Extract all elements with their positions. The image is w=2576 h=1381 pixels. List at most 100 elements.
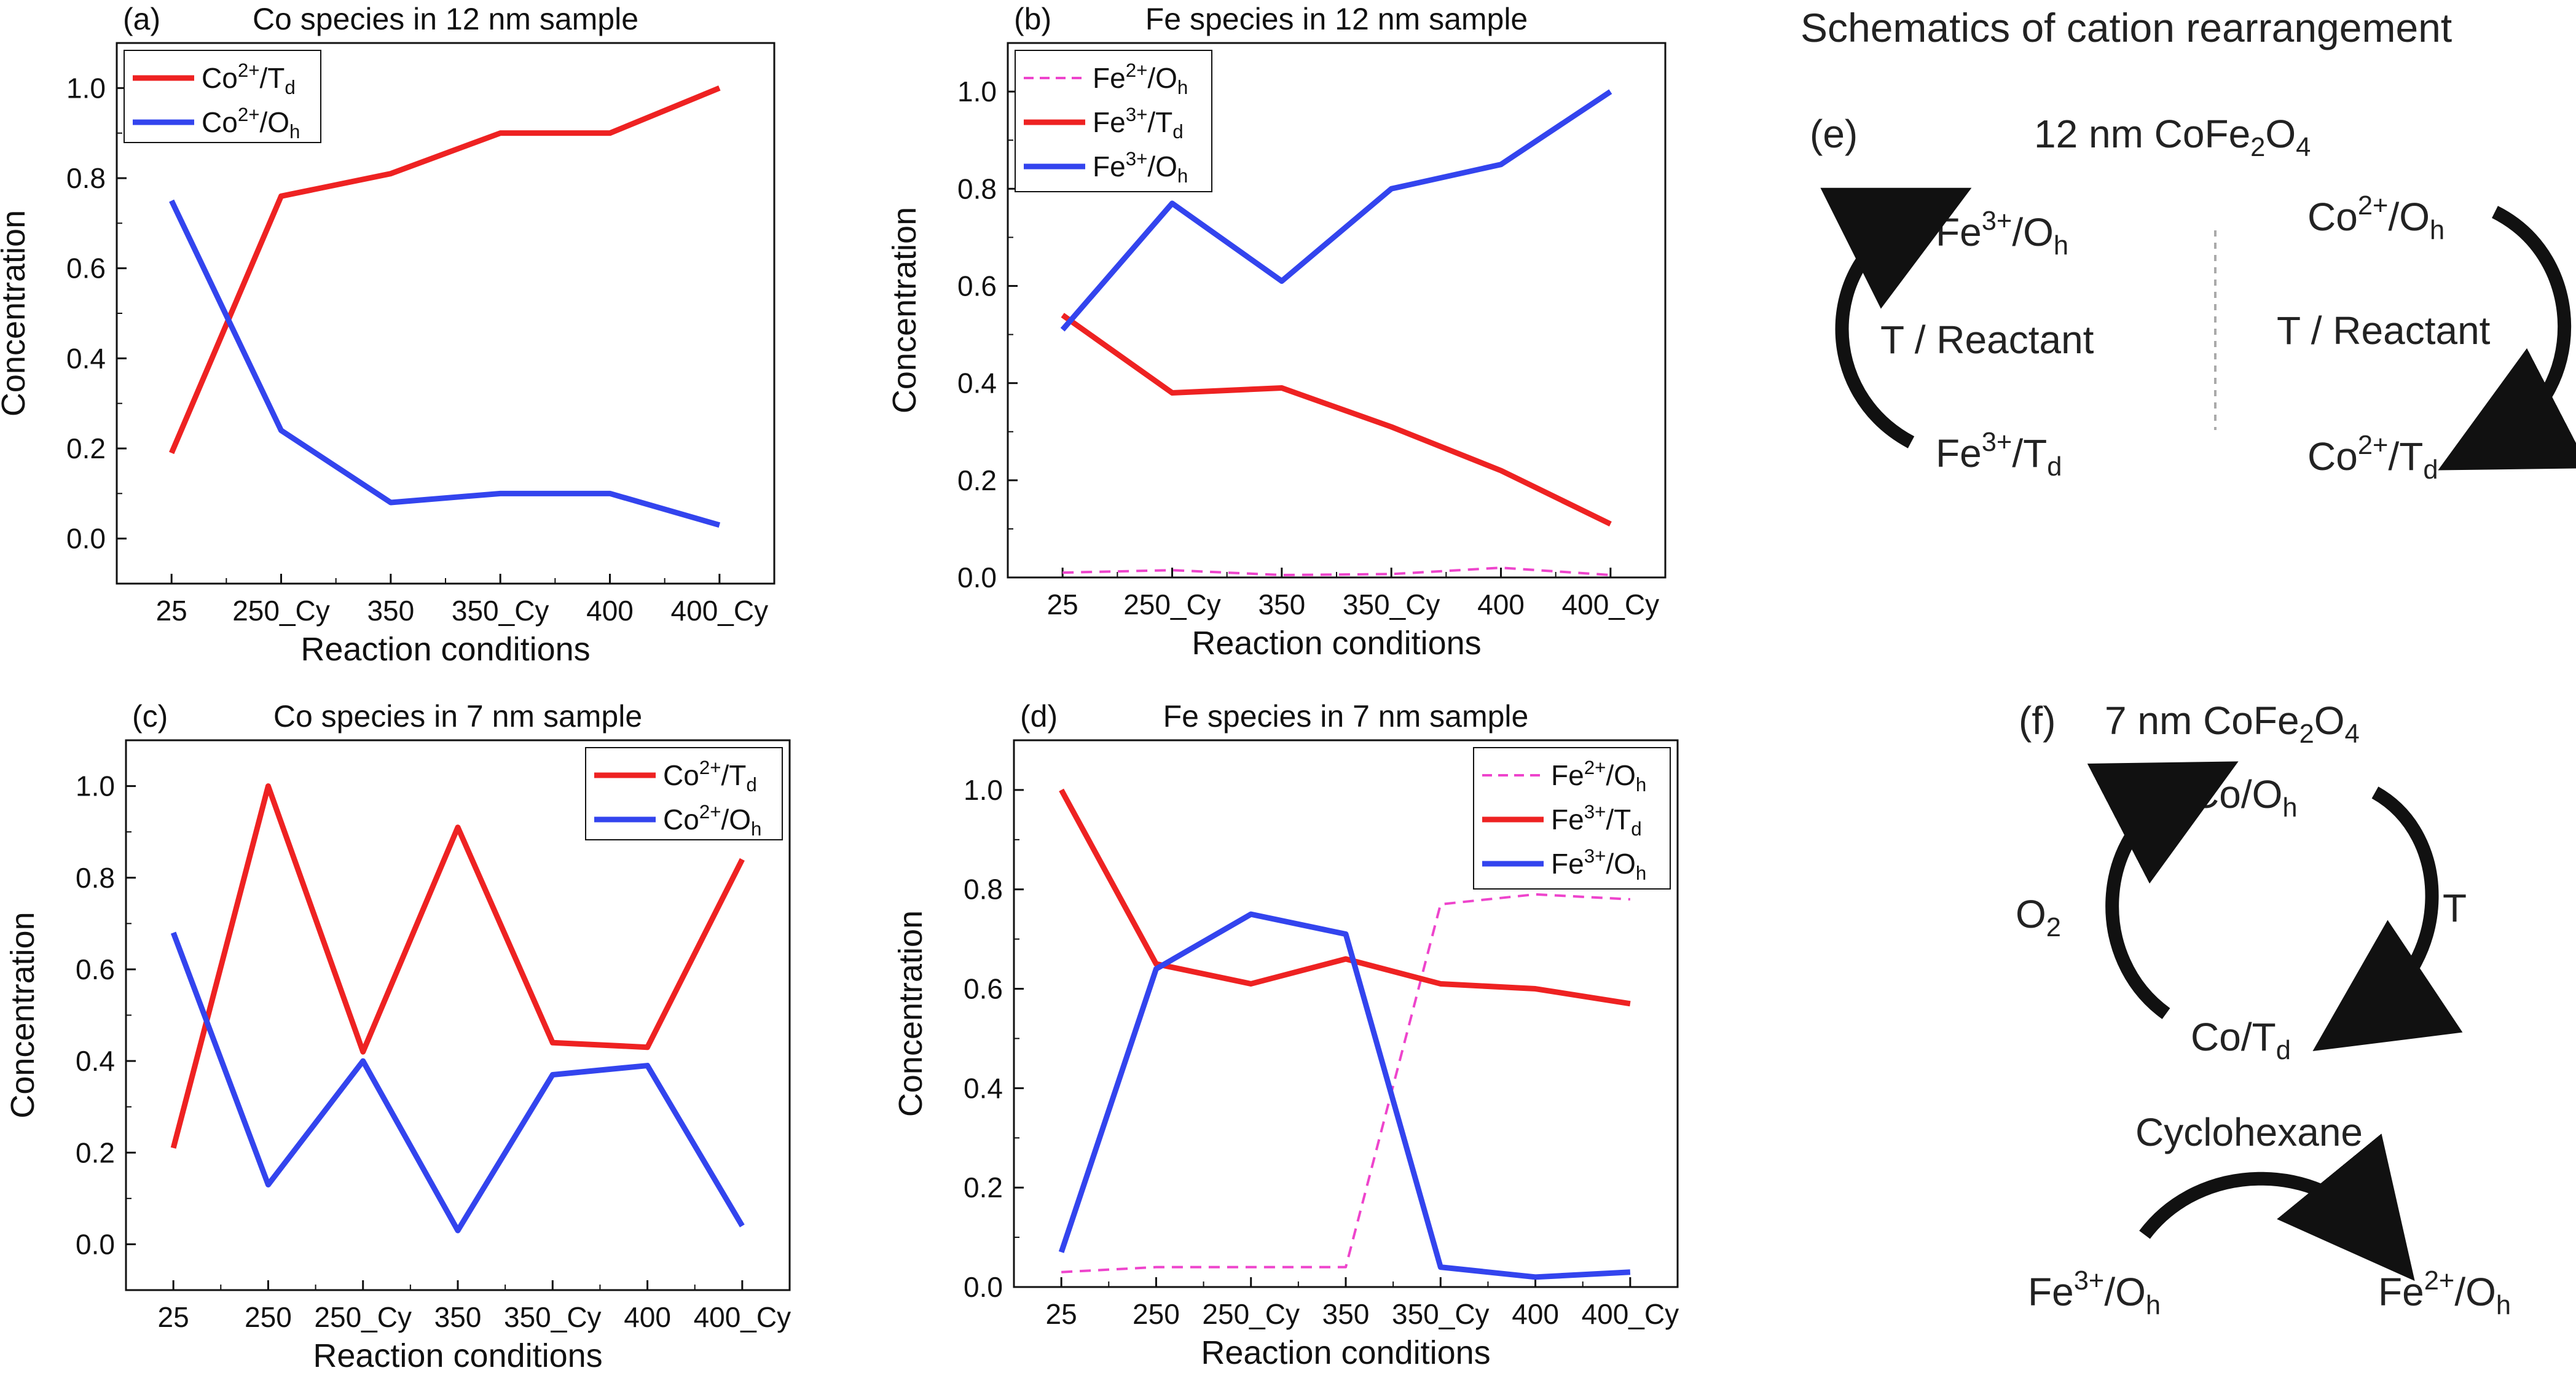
series-line-Co2Oh [169, 199, 721, 528]
x-tick-label: 25 [1047, 589, 1078, 620]
y-tick-label: 0.2 [66, 432, 106, 464]
y-tick-label: 0.6 [964, 973, 1003, 1005]
x-tick-label: 400 [586, 595, 634, 627]
y-tick-label: 0.0 [66, 523, 106, 555]
chart-panel-a: (a) Co species in 12 nm sample 0.0 0.2 0.4 0.… [0, 2, 776, 668]
x-axis-label: Reaction conditions [313, 1337, 602, 1374]
y-tick-label: 1.0 [964, 774, 1003, 806]
chart-panel-c: (c) Co species in 7 nm sample 0.0 0.2 0.4 0.6… [4, 699, 791, 1374]
x-tick-label: 400 [624, 1301, 671, 1333]
schematic-f-left: O2 [2016, 892, 2061, 942]
arrow-f-right [2312, 786, 2463, 1052]
y-tick-label: 0.0 [957, 561, 997, 593]
legend-entry: Fe3+/Oh [1093, 148, 1188, 187]
x-tick-label: 25 [158, 1301, 189, 1333]
chart-title: Fe species in 12 nm sample [1145, 2, 1528, 36]
x-tick-label: 400_Cy [1562, 589, 1660, 620]
schematic-e-left-label: T / Reactant [1880, 318, 2094, 362]
schematic-f: (f) 7 nm CoFe2O4 Co/Oh Co/Td O2 T Cycloh… [2016, 698, 2511, 1320]
series-line-Fe3Oh [1060, 89, 1612, 332]
legend-entry: Fe3+/Td [1093, 104, 1184, 143]
x-tick-label: 250 [1133, 1298, 1180, 1330]
y-tick-label: 1.0 [66, 72, 106, 104]
x-tick-label: 400_Cy [671, 595, 769, 627]
legend-entry: Co2+/Oh [663, 801, 761, 840]
schematic-title: Schematics of cation rearrangement [1800, 5, 2452, 50]
y-tick-label: 0.6 [76, 953, 115, 985]
x-tick-label: 400_Cy [694, 1301, 791, 1333]
schematic-f-right: T [2443, 886, 2467, 930]
y-tick-label: 0.8 [76, 862, 115, 894]
y-axis-label: Concentration [0, 210, 32, 417]
panel-letter: (d) [1020, 699, 1058, 734]
series-line-Fe3Td [1059, 788, 1631, 1007]
y-axis-label: Concentration [892, 910, 929, 1117]
x-tick-label: 400 [1477, 589, 1525, 620]
chart-title: Co species in 7 nm sample [273, 699, 642, 734]
y-tick-label: 0.2 [957, 464, 997, 496]
legend: Co2+/Td Co2+/Oh [585, 747, 783, 840]
y-tick-label: 0.8 [66, 162, 106, 194]
y-tick-label: 1.0 [957, 76, 997, 108]
schematic-f-from: Fe3+/Oh [2028, 1266, 2161, 1320]
legend-entry: Fe2+/Oh [1093, 60, 1188, 98]
series-line-Co2Td [169, 85, 721, 455]
x-tick-label: 25 [156, 595, 187, 627]
schematic-e-left-bottom: Fe3+/Td [1936, 428, 2062, 482]
series-line-Fe2Oh [1061, 893, 1630, 1273]
y-tick-label: 0.0 [76, 1228, 115, 1260]
arrow-f-left [2087, 761, 2239, 1019]
chart-panel-d: (d) Fe species in 7 nm sample 0.0 0.2 0.4 0.6… [892, 699, 1679, 1371]
x-tick-label: 350 [434, 1301, 482, 1333]
legend-entry: Fe2+/Oh [1551, 757, 1646, 796]
x-tick-label: 250_Cy [1123, 589, 1221, 620]
legend: Fe2+/Oh Fe3+/Td Fe3+/Oh [1015, 50, 1212, 192]
chart-title: Fe species in 7 nm sample [1163, 699, 1529, 734]
legend: Co2+/Td Co2+/Oh [124, 50, 321, 143]
schematic-panel: Schematics of cation rearrangement (e) 1… [1800, 5, 2576, 1320]
arrow-e-left [1820, 187, 1972, 448]
series-line-Fe3Td [1061, 313, 1612, 527]
y-tick-label: 1.0 [76, 770, 115, 802]
x-tick-label: 350_Cy [1343, 589, 1440, 620]
schematic-e-right-label: T / Reactant [2277, 308, 2491, 353]
legend-box [585, 747, 783, 840]
x-tick-label: 400 [1512, 1298, 1559, 1330]
panel-letter: (c) [132, 699, 168, 734]
chart-panel-b: (b) Fe species in 12 nm sample 0.0 0.2 0.4 0.… [886, 2, 1667, 662]
y-tick-label: 0.8 [964, 874, 1003, 906]
x-axis-label: Reaction conditions [300, 631, 590, 668]
legend-entry: Fe3+/Td [1551, 801, 1642, 840]
schematic-e-heading: 12 nm CoFe2O4 [2034, 112, 2311, 162]
x-tick-label: 350_Cy [452, 595, 549, 627]
x-axis-label: Reaction conditions [1201, 1334, 1490, 1371]
chart-title: Co species in 12 nm sample [253, 2, 638, 36]
legend: Fe2+/Oh Fe3+/Td Fe3+/Oh [1473, 747, 1671, 890]
schematic-e-left-top: Fe3+/Oh [1936, 206, 2068, 260]
x-tick-label: 400_Cy [1582, 1298, 1679, 1330]
series-line-Co2Td [170, 783, 745, 1149]
legend-entry: Co2+/Td [202, 60, 296, 98]
schematic-e-right-top: Co2+/Oh [2307, 191, 2444, 245]
x-tick-label: 350_Cy [1392, 1298, 1490, 1330]
legend-entry: Co2+/Oh [202, 104, 300, 143]
arrow-f-bottom [2139, 1133, 2415, 1281]
panel-letter: (b) [1014, 2, 1051, 36]
schematic-e: (e) 12 nm CoFe2O4 Fe3+/Oh T / Reactant F… [1810, 112, 2576, 485]
panel-letter: (a) [123, 2, 160, 36]
y-axis-label: Concentration [4, 912, 41, 1118]
legend-entry: Fe3+/Oh [1551, 845, 1646, 884]
x-tick-label: 350 [1258, 589, 1305, 620]
x-tick-label: 250_Cy [1202, 1298, 1300, 1330]
x-tick-label: 250 [245, 1301, 292, 1333]
x-tick-label: 25 [1046, 1298, 1077, 1330]
schematic-e-letter: (e) [1810, 112, 1858, 156]
y-axis-label: Concentration [886, 207, 923, 413]
y-tick-label: 0.2 [76, 1136, 115, 1168]
y-tick-label: 0.8 [957, 173, 997, 205]
y-tick-label: 0.4 [957, 367, 997, 399]
series-line-Co2Oh [170, 931, 745, 1234]
schematic-f-reaction: Cyclohexane [2135, 1110, 2363, 1154]
schematic-f-letter: (f) [2019, 698, 2056, 743]
